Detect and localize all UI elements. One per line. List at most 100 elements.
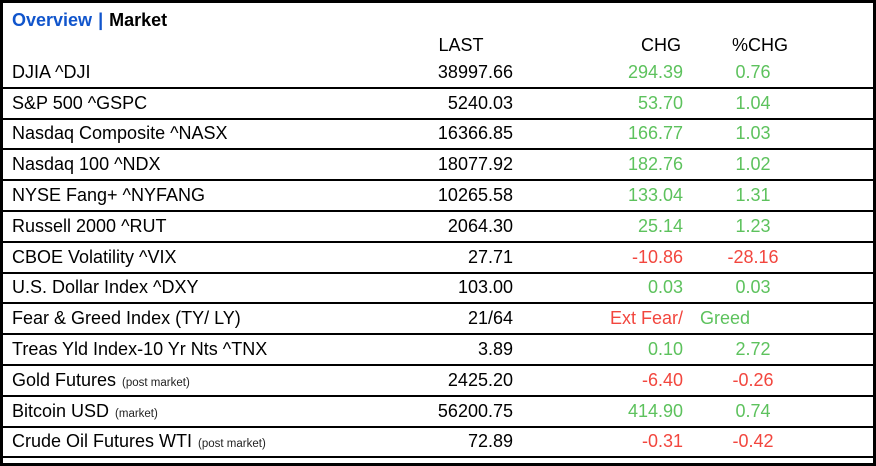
row-spacer <box>823 88 873 119</box>
instrument-name: Nasdaq 100 ^NDX <box>12 154 161 175</box>
instrument-name: Treas Yld Index-10 Yr Nts ^TNX <box>12 339 268 360</box>
column-header-row: LAST CHG %CHG <box>3 33 873 58</box>
last-value: 72.89 <box>467 431 513 452</box>
row-spacer <box>823 58 873 88</box>
page-title: Overview | Market <box>3 3 873 33</box>
pct-chg-value: 1.04 <box>735 92 771 113</box>
row-spacer <box>823 334 873 365</box>
instrument-name: Fear & Greed Index (TY/ LY) <box>12 308 241 329</box>
last-value: 21/64 <box>467 308 513 329</box>
market-table-body: DJIA ^DJI 38997.66 294.39 0.76 S&P 500 ^GSPC… <box>3 58 873 463</box>
instrument-name: S&P 500 ^GSPC <box>12 92 148 113</box>
overview-tab-link[interactable]: Overview <box>12 10 93 30</box>
row-spacer <box>823 149 873 180</box>
last-value: 2425.20 <box>447 369 513 390</box>
instrument-name-cell: Bitcoin USD (market) <box>3 396 403 427</box>
row-spacer <box>823 180 873 211</box>
instrument-name-cell: Fear & Greed Index (TY/ LY) <box>3 303 403 334</box>
table-row: NYSE Fang+ ^NYFANG 10265.58 133.04 1.31 <box>3 180 873 211</box>
column-header-spacer <box>823 33 873 58</box>
instrument-name-cell: Crude Oil Futures WTI (post market) <box>3 427 403 458</box>
last-value: 103.00 <box>457 277 513 298</box>
row-spacer <box>823 211 873 242</box>
column-header-last: LAST <box>438 35 484 55</box>
chg-value: 182.76 <box>627 154 683 175</box>
market-quotes-table: LAST CHG %CHG DJIA ^DJI 38997.66 294.39 0.7… <box>3 33 873 463</box>
row-spacer <box>823 427 873 458</box>
instrument-name-cell: Nasdaq 100 ^NDX <box>3 149 403 180</box>
chg-value: 0.10 <box>647 339 683 360</box>
last-value: 5240.03 <box>447 92 513 113</box>
row-spacer <box>823 119 873 150</box>
chg-value: 53.70 <box>637 92 683 113</box>
chg-value: 0.25 <box>513 457 683 463</box>
last-value: 27.71 <box>467 246 513 267</box>
column-header-chg: CHG <box>641 35 681 55</box>
instrument-name-cell: NYSE Fang+ ^NYFANG <box>3 180 403 211</box>
last-value: 56200.75 <box>437 400 513 421</box>
chg-value: 25.14 <box>637 215 683 236</box>
instrument-name-cell: DJIA ^DJI <box>3 58 403 88</box>
pct-chg-value: -0.42 <box>732 431 774 452</box>
instrument-name: Nasdaq Composite ^NASX <box>12 123 228 144</box>
pct-chg-value: 0.03 <box>735 277 771 298</box>
pct-chg-value: 0.74 <box>735 400 771 421</box>
pct-chg-value: 1.03 <box>735 123 771 144</box>
chg-value: 133.04 <box>627 185 683 206</box>
table-row: Fear & Greed Index (TY/ LY) 21/64 Ext Fear… <box>3 303 873 335</box>
row-spacer <box>823 303 873 334</box>
table-row: U.S. Dollar Index ^DXY 103.00 0.03 0.03 <box>3 273 873 304</box>
table-row: Nasdaq 100 ^NDX 18077.92 182.76 1.02 <box>3 149 873 181</box>
table-row: Bloomberg Commodity Index 94.150.250.26 <box>3 457 873 463</box>
last-value: 3.89 <box>477 339 513 360</box>
chg-value: -6.40 <box>641 369 683 390</box>
market-session-note: (post market) <box>122 376 190 389</box>
title-separator: | <box>98 10 104 30</box>
pct-chg-value: 1.23 <box>735 215 771 236</box>
chg-value: -0.31 <box>641 431 683 452</box>
chg-value: Ext Fear/ <box>609 308 683 329</box>
table-row: Gold Futures (post market) 2425.20 -6.40 -0.… <box>3 365 873 396</box>
pct-chg-value: 2.72 <box>735 339 771 360</box>
row-spacer <box>823 365 873 396</box>
pct-chg-value: 0.76 <box>735 61 771 82</box>
last-value: 10265.58 <box>437 185 513 206</box>
instrument-name-cell: Treas Yld Index-10 Yr Nts ^TNX <box>3 334 403 365</box>
table-row: S&P 500 ^GSPC 5240.03 53.70 1.04 <box>3 88 873 119</box>
instrument-name: NYSE Fang+ ^NYFANG <box>12 185 206 206</box>
table-row: Nasdaq Composite ^NASX 16366.85 166.77 1.03 <box>3 119 873 150</box>
column-header-pct: %CHG <box>731 35 788 55</box>
pct-chg-value: 1.02 <box>735 154 771 175</box>
pct-chg-value: 0.26 <box>683 457 823 463</box>
instrument-name: CBOE Volatility ^VIX <box>12 246 177 267</box>
chg-value: 166.77 <box>627 123 683 144</box>
instrument-name-cell: Nasdaq Composite ^NASX <box>3 119 403 150</box>
market-session-note: (market) <box>115 407 158 420</box>
chg-value: 414.90 <box>627 400 683 421</box>
instrument-name-cell: CBOE Volatility ^VIX <box>3 242 403 273</box>
row-spacer <box>823 457 873 463</box>
table-row: DJIA ^DJI 38997.66 294.39 0.76 <box>3 58 873 88</box>
column-header-instrument <box>3 33 403 58</box>
instrument-name: Crude Oil Futures WTI <box>12 431 193 452</box>
instrument-name: Gold Futures <box>12 369 117 390</box>
row-spacer <box>823 273 873 304</box>
chg-value: 0.03 <box>647 277 683 298</box>
last-value: 2064.30 <box>447 215 513 236</box>
instrument-name: U.S. Dollar Index ^DXY <box>12 277 199 298</box>
pct-chg-value: Greed <box>700 308 751 329</box>
table-row: Russell 2000 ^RUT 2064.30 25.14 1.23 <box>3 211 873 242</box>
last-value: 16366.85 <box>437 123 513 144</box>
instrument-name: DJIA ^DJI <box>12 61 91 82</box>
instrument-name-cell: Russell 2000 ^RUT <box>3 211 403 242</box>
table-row: Treas Yld Index-10 Yr Nts ^TNX 3.89 0.10 2.… <box>3 334 873 365</box>
pct-chg-value: -28.16 <box>727 246 779 267</box>
chg-value: 294.39 <box>627 61 683 82</box>
instrument-name: Bloomberg Commodity Index <box>12 462 244 463</box>
instrument-name: Bitcoin USD <box>12 400 110 421</box>
row-spacer <box>823 396 873 427</box>
last-value: 94.15 <box>403 457 513 463</box>
instrument-name-cell: U.S. Dollar Index ^DXY <box>3 273 403 304</box>
instrument-name: Russell 2000 ^RUT <box>12 215 167 236</box>
